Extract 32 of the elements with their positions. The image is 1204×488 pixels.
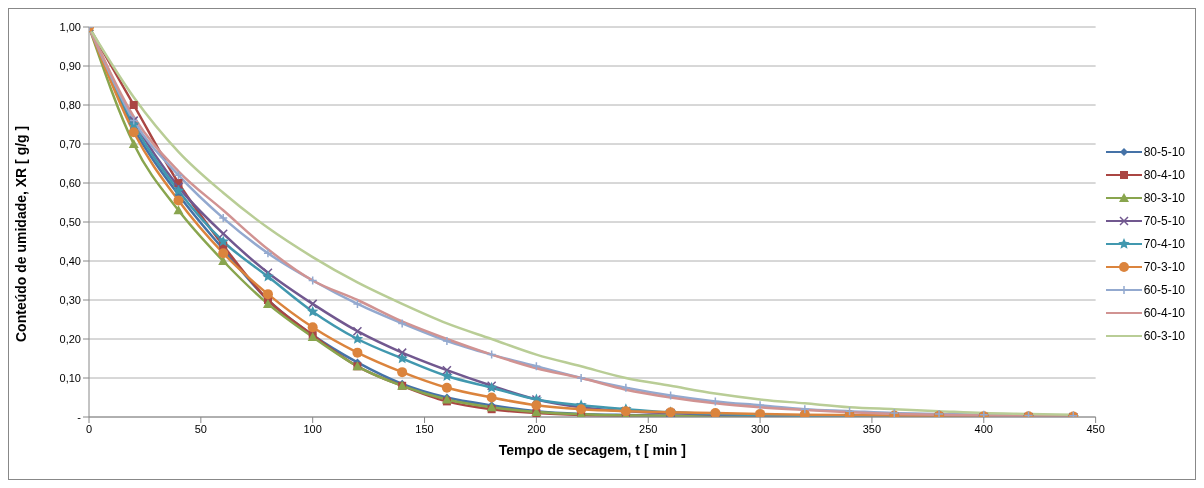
- legend-label: 70-4-10: [1143, 237, 1185, 251]
- y-axis-title: Conteúdo de umidade, XR [ g/g ]: [12, 125, 29, 342]
- y-tick-label: 0,60: [59, 176, 81, 189]
- legend-label: 60-3-10: [1143, 329, 1185, 343]
- legend-label: 70-5-10: [1143, 214, 1185, 228]
- legend-label: 80-5-10: [1143, 145, 1185, 159]
- x-tick-label: 350: [862, 422, 882, 435]
- y-tick-label: 0,20: [59, 332, 81, 345]
- x-tick-label: 400: [974, 422, 993, 435]
- x-axis-title: Tempo de secagem, t [ min ]: [498, 442, 686, 458]
- legend-label: 80-4-10: [1143, 168, 1185, 182]
- x-tick-label: 300: [750, 422, 770, 435]
- legend-label: 60-4-10: [1143, 306, 1185, 320]
- y-tick-label: 0,30: [59, 293, 81, 306]
- x-tick-label: 0: [85, 422, 93, 435]
- x-tick-label: 200: [527, 422, 546, 435]
- x-tick-label: 100: [303, 422, 322, 435]
- y-tick-label: 0,90: [59, 59, 81, 72]
- x-tick-label: 250: [639, 422, 658, 435]
- y-tick-label: 0,10: [59, 371, 81, 384]
- x-tick-label: 50: [194, 422, 207, 435]
- x-tick-label: 150: [415, 422, 434, 435]
- y-tick-label: 0,80: [59, 98, 81, 111]
- legend-label: 80-3-10: [1143, 191, 1185, 205]
- x-tick-label: 450: [1086, 422, 1105, 435]
- y-tick-label: 1,00: [59, 20, 81, 33]
- legend-label: 60-5-10: [1143, 283, 1185, 297]
- y-tick-label: 0,50: [59, 215, 81, 228]
- legend-label: 70-3-10: [1143, 260, 1185, 274]
- y-tick-label: -: [77, 410, 82, 423]
- y-tick-label: 0,40: [59, 254, 81, 267]
- y-tick-label: 0,70: [59, 137, 81, 150]
